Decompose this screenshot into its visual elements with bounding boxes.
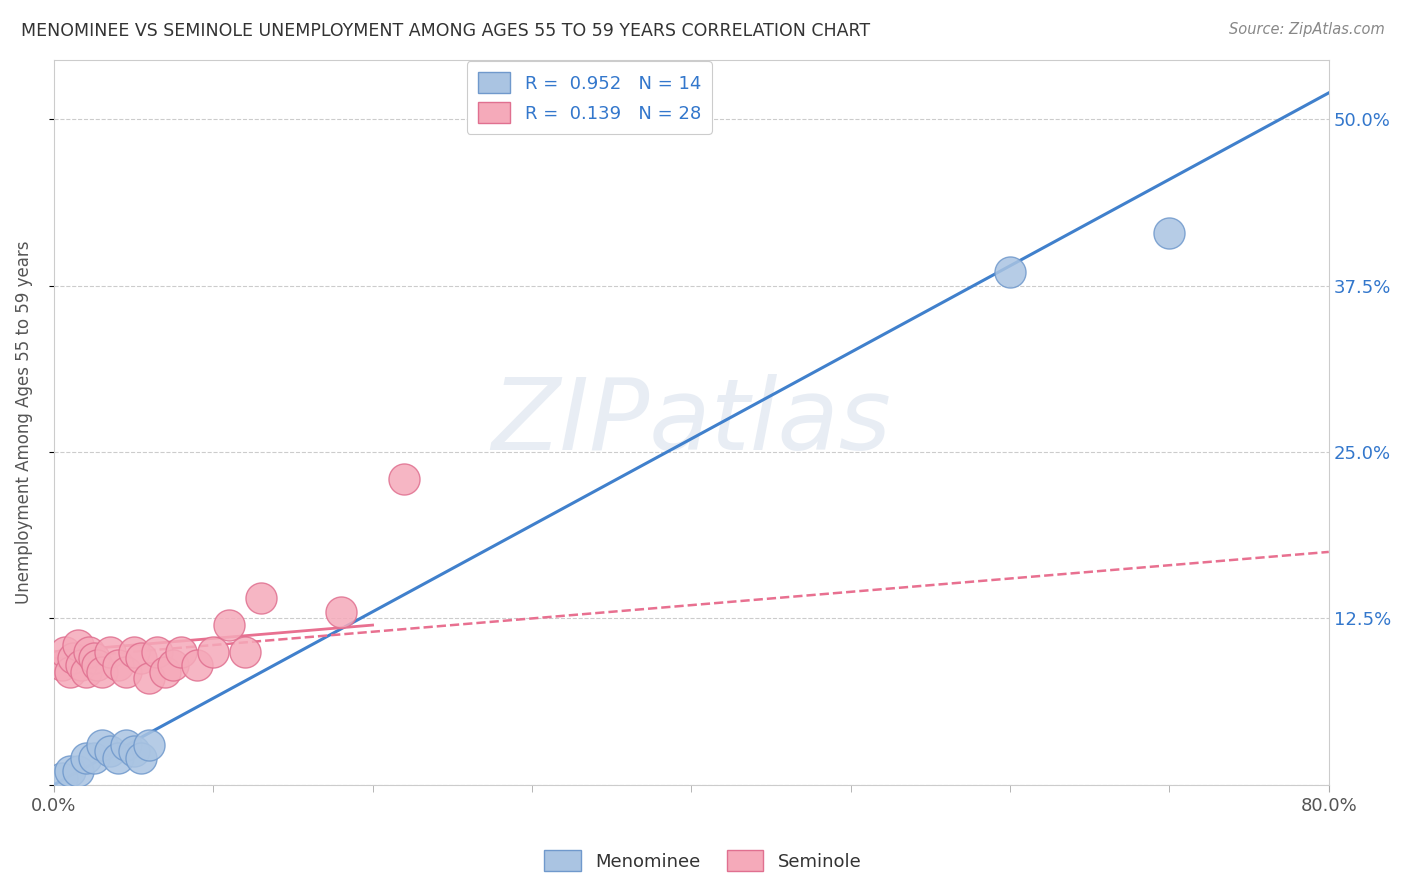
Point	[51, 771, 73, 785]
Point	[83, 751, 105, 765]
Point	[83, 651, 105, 665]
Point	[233, 645, 256, 659]
Point	[202, 645, 225, 659]
Point	[59, 764, 82, 779]
Point	[90, 738, 112, 752]
Point	[155, 665, 177, 679]
Point	[59, 665, 82, 679]
Point	[51, 658, 73, 673]
Point	[1159, 226, 1181, 240]
Point	[218, 618, 240, 632]
Legend: R =  0.952   N = 14, R =  0.139   N = 28: R = 0.952 N = 14, R = 0.139 N = 28	[467, 62, 711, 134]
Point	[62, 651, 84, 665]
Point	[70, 658, 93, 673]
Point	[75, 751, 97, 765]
Point	[138, 671, 160, 685]
Point	[98, 744, 121, 758]
Point	[77, 645, 100, 659]
Point	[90, 665, 112, 679]
Point	[122, 645, 145, 659]
Point	[138, 738, 160, 752]
Text: Source: ZipAtlas.com: Source: ZipAtlas.com	[1229, 22, 1385, 37]
Point	[75, 665, 97, 679]
Point	[66, 764, 89, 779]
Point	[394, 472, 416, 486]
Point	[122, 744, 145, 758]
Point	[131, 751, 153, 765]
Legend: Menominee, Seminole: Menominee, Seminole	[537, 843, 869, 879]
Point	[66, 638, 89, 652]
Point	[53, 645, 76, 659]
Point	[146, 645, 169, 659]
Point	[998, 265, 1021, 279]
Y-axis label: Unemployment Among Ages 55 to 59 years: Unemployment Among Ages 55 to 59 years	[15, 241, 32, 604]
Text: ZIPatlas: ZIPatlas	[491, 374, 891, 471]
Point	[329, 605, 352, 619]
Point	[98, 645, 121, 659]
Point	[107, 751, 129, 765]
Text: MENOMINEE VS SEMINOLE UNEMPLOYMENT AMONG AGES 55 TO 59 YEARS CORRELATION CHART: MENOMINEE VS SEMINOLE UNEMPLOYMENT AMONG…	[21, 22, 870, 40]
Point	[114, 738, 136, 752]
Point	[107, 658, 129, 673]
Point	[250, 591, 273, 606]
Point	[186, 658, 208, 673]
Point	[162, 658, 184, 673]
Point	[86, 658, 108, 673]
Point	[170, 645, 193, 659]
Point	[131, 651, 153, 665]
Point	[114, 665, 136, 679]
